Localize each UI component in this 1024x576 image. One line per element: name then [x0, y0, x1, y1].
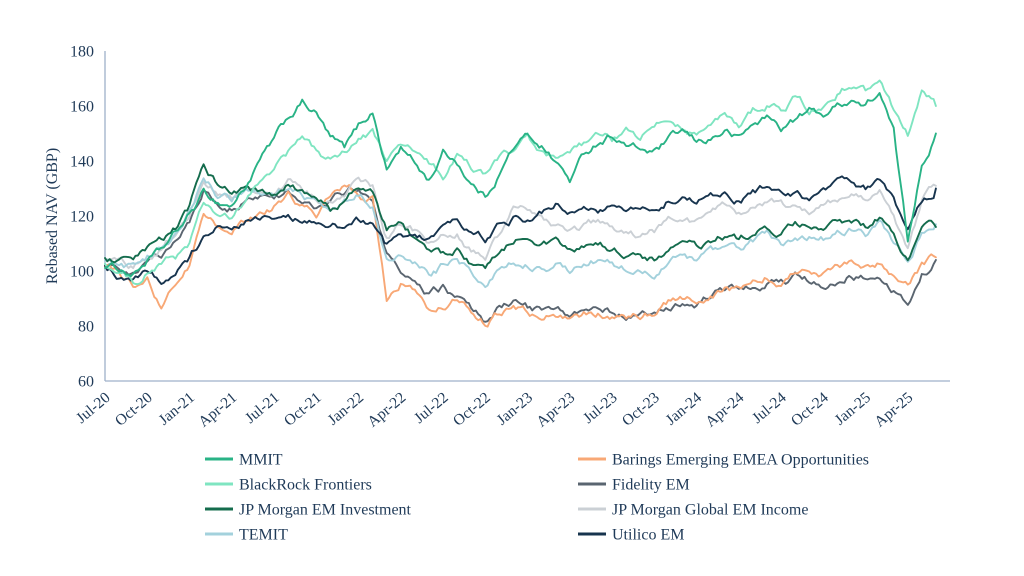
series-line-barings-emerging-emea-opportunities — [104, 184, 937, 328]
legend-item-fidelity-em: Fidelity EM — [578, 477, 690, 494]
series-line-jp-morgan-em-investment — [104, 163, 937, 270]
legend-item-utilico-em: Utilico EM — [578, 527, 684, 544]
x-tick-label: Jul-21 — [242, 389, 283, 427]
x-tick-label: Oct-22 — [450, 389, 494, 430]
axes — [104, 51, 950, 382]
x-tick-label: Jul-20 — [73, 389, 114, 427]
x-tick-label: Jul-22 — [411, 389, 452, 427]
series-line-utilico-em — [104, 175, 937, 285]
legend-item-temit: TEMIT — [205, 527, 288, 544]
legend-item-jp-morgan-em-investment: JP Morgan EM Investment — [205, 502, 412, 519]
x-tick-label: Oct-21 — [281, 389, 325, 430]
y-tick-label: 60 — [78, 374, 94, 391]
x-tick-label: Oct-20 — [112, 389, 156, 430]
series-lines — [104, 79, 937, 328]
series-line-blackrock-frontiers — [104, 79, 937, 286]
x-tick-label: Apr-22 — [364, 389, 409, 431]
legend-label: BlackRock Frontiers — [239, 477, 372, 494]
series-line-mmit — [104, 92, 937, 278]
x-tick-label: Oct-24 — [788, 389, 832, 430]
x-tick-label: Apr-21 — [195, 389, 240, 431]
legend-label: MMIT — [239, 452, 283, 469]
x-tick-label: Apr-23 — [533, 389, 578, 431]
legend-label: Barings Emerging EMEA Opportunities — [612, 452, 869, 469]
y-tick-label: 140 — [70, 154, 94, 171]
x-tick-label: Jul-24 — [749, 389, 790, 427]
y-tick-label: 160 — [70, 99, 94, 116]
series-line-temit — [104, 177, 937, 289]
legend-item-blackrock-frontiers: BlackRock Frontiers — [205, 477, 372, 494]
y-tick-label: 80 — [78, 319, 94, 336]
x-tick-label: Jul-23 — [580, 389, 621, 427]
y-tick-label: 120 — [70, 209, 94, 226]
x-tick-label: Apr-24 — [702, 389, 747, 431]
legend-item-jp-morgan-global-em-income: JP Morgan Global EM Income — [578, 502, 808, 519]
x-tick-label: Jan-25 — [831, 389, 874, 429]
legend-item-barings-emerging-emea-opportunities: Barings Emerging EMEA Opportunities — [578, 452, 869, 469]
y-tick-label: 100 — [70, 264, 94, 281]
legend-label: JP Morgan Global EM Income — [612, 502, 808, 519]
x-tick-label: Oct-23 — [619, 389, 663, 430]
legend-label: TEMIT — [239, 527, 288, 544]
series-line-jp-morgan-global-em-income — [104, 176, 937, 270]
y-tick-label: 180 — [70, 44, 94, 61]
y-axis-tick-labels: 60 80 100 120 140 160 180 — [70, 44, 94, 391]
legend-item-mmit: MMIT — [205, 452, 283, 469]
legend: MMIT BlackRock Frontiers JP Morgan EM Inve… — [205, 452, 869, 544]
legend-label: JP Morgan EM Investment — [239, 502, 412, 519]
x-tick-label: Jan-21 — [155, 389, 198, 429]
legend-label: Utilico EM — [612, 527, 684, 544]
x-tick-label: Jan-23 — [493, 389, 536, 429]
x-tick-label: Jan-22 — [324, 389, 367, 429]
y-axis-title: Rebased NAV (GBP) — [44, 148, 61, 284]
x-tick-label: Jan-24 — [662, 389, 705, 429]
legend-label: Fidelity EM — [612, 477, 690, 494]
x-tick-label: Apr-25 — [871, 389, 916, 431]
